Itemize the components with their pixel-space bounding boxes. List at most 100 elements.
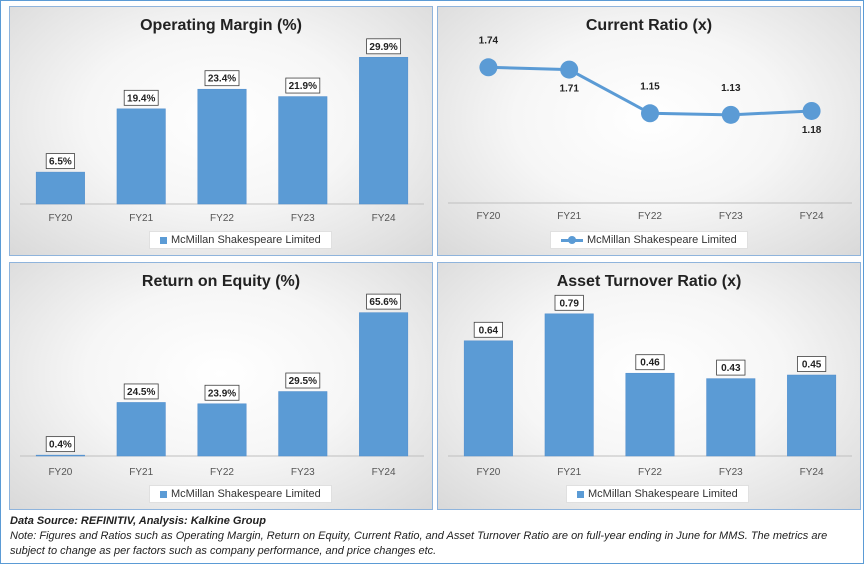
- x-tick-label: FY22: [638, 211, 662, 222]
- x-tick-label: FY20: [476, 467, 500, 478]
- point-fy23: [721, 105, 740, 124]
- data-label: 1.13: [721, 83, 741, 94]
- chart-title: Return on Equity (%): [141, 273, 301, 290]
- legend-line-marker: [561, 235, 583, 244]
- data-source-text: Data Source: REFINITIV, Analysis: Kalkin…: [10, 515, 266, 527]
- footnote-text: Note: Figures and Ratios such as Operati…: [10, 530, 828, 557]
- chart-title: Asset Turnover Ratio (x): [556, 273, 742, 290]
- data-label: 6.5%: [49, 157, 72, 168]
- data-label-box: [123, 383, 159, 400]
- data-label: 0.64: [479, 325, 499, 336]
- legend-label: McMillan Shakespeare Limited: [171, 488, 321, 500]
- x-tick-label: FY21: [129, 467, 153, 478]
- bar-fy20: [35, 454, 85, 457]
- data-label: 23.9%: [208, 388, 236, 399]
- data-label: 29.9%: [369, 42, 397, 53]
- data-label-box: [45, 436, 76, 453]
- bar-fy21: [544, 313, 594, 457]
- point-fy24: [802, 101, 821, 120]
- x-tick-label: FY24: [800, 467, 824, 478]
- legend-label: McMillan Shakespeare Limited: [588, 488, 738, 500]
- data-label: 1.74: [479, 35, 499, 46]
- x-tick-label: FY24: [372, 213, 396, 224]
- bar-fy20: [35, 171, 85, 205]
- operating-margin-plot: FY20 FY21 FY22 FY23 FY24 6.5% 19.4% 23.4% 21.9% 2…: [20, 38, 424, 224]
- bar-fy20: [463, 340, 513, 457]
- data-label: 1.18: [802, 125, 822, 136]
- data-label-box: [473, 321, 504, 338]
- data-label-box: [635, 354, 665, 371]
- chart-legend: McMillan Shakespeare Limited: [550, 231, 748, 249]
- data-label-box: [204, 70, 240, 87]
- footer: Data Source: REFINITIV, Analysis: Kalkin…: [10, 514, 855, 559]
- bar-fy22: [197, 88, 247, 205]
- data-label-box: [554, 294, 584, 311]
- data-label-box: [285, 372, 321, 389]
- bar-fy22: [625, 372, 675, 457]
- data-label: 24.5%: [127, 387, 155, 398]
- x-tick-label: FY22: [210, 467, 234, 478]
- x-tick-label: FY21: [557, 467, 581, 478]
- data-label-box: [204, 384, 240, 401]
- point-fy21: [560, 60, 579, 79]
- chart-legend: McMillan Shakespeare Limited: [149, 231, 332, 249]
- x-tick-label: FY22: [638, 467, 662, 478]
- data-label: 1.71: [559, 84, 579, 95]
- data-label-box: [366, 38, 402, 55]
- data-label: 23.4%: [208, 74, 236, 85]
- x-tick-label: FY24: [372, 467, 396, 478]
- x-tick-label: FY20: [48, 213, 72, 224]
- operating-margin-chart: Operating Margin (%) FY20 FY21 FY22 FY23 FY2…: [9, 6, 433, 256]
- data-label: 0.45: [802, 360, 822, 371]
- bar-fy22: [197, 403, 247, 457]
- data-label-box: [796, 356, 827, 372]
- asset-turnover-plot: FY20 FY21 FY22 FY23 FY24 0.64 0.79 0.46 0.43 0.45: [448, 294, 852, 478]
- chart-title: Operating Margin (%): [140, 17, 302, 34]
- legend-swatch: [577, 490, 584, 498]
- current-ratio-plot: FY20 FY21 FY22 FY23 FY24 1.74 1.71 1.15 1.13 1.18: [448, 35, 852, 222]
- data-label: 0.4%: [49, 440, 72, 451]
- bar-fy21: [116, 108, 166, 205]
- x-tick-label: FY23: [719, 467, 743, 478]
- legend-swatch: [160, 490, 167, 498]
- data-label: 19.4%: [127, 93, 155, 104]
- chart-title: Current Ratio (x): [585, 17, 713, 34]
- data-label: 0.79: [559, 298, 579, 309]
- x-tick-label: FY20: [476, 211, 500, 222]
- data-label-box: [716, 359, 746, 376]
- data-label: 29.5%: [289, 376, 317, 387]
- x-tick-label: FY22: [210, 213, 234, 224]
- chart-legend: McMillan Shakespeare Limited: [149, 485, 332, 503]
- data-label-box: [123, 89, 159, 106]
- chart-legend: McMillan Shakespeare Limited: [566, 485, 749, 503]
- bar-fy24: [359, 312, 409, 457]
- current-ratio-chart: Current Ratio (x) FY20 FY21 FY22 FY23 FY24 1.…: [437, 6, 861, 256]
- bar-fy23: [706, 378, 756, 457]
- data-label-box: [45, 153, 76, 170]
- bar-fy23: [278, 391, 328, 457]
- data-label: 0.46: [640, 358, 660, 369]
- data-label-box: [366, 293, 402, 310]
- x-tick-label: FY23: [291, 213, 315, 224]
- bar-fy24: [359, 57, 409, 205]
- asset-turnover-chart: Asset Turnover Ratio (x) FY20 FY21 FY22 FY2…: [437, 262, 861, 510]
- data-label: 65.6%: [369, 297, 397, 308]
- x-tick-label: FY23: [291, 467, 315, 478]
- data-label-box: [285, 77, 321, 94]
- return-on-equity-plot: FY20 FY21 FY22 FY23 FY24 0.4% 24.5% 23.9% 29.5% 6…: [20, 293, 424, 478]
- x-tick-label: FY21: [557, 211, 581, 222]
- return-on-equity-chart: Return on Equity (%) FY20 FY21 FY22 FY23 FY2…: [9, 262, 433, 510]
- legend-swatch: [160, 236, 167, 244]
- legend-label: McMillan Shakespeare Limited: [587, 234, 737, 246]
- x-tick-label: FY20: [48, 467, 72, 478]
- bar-fy24: [787, 374, 837, 457]
- legend-label: McMillan Shakespeare Limited: [171, 234, 321, 246]
- data-label: 21.9%: [289, 81, 317, 92]
- data-label: 1.15: [640, 81, 660, 92]
- x-tick-label: FY24: [800, 211, 824, 222]
- bar-fy23: [278, 96, 328, 205]
- data-label: 0.43: [721, 363, 741, 374]
- x-tick-label: FY23: [719, 211, 743, 222]
- x-tick-label: FY21: [129, 213, 153, 224]
